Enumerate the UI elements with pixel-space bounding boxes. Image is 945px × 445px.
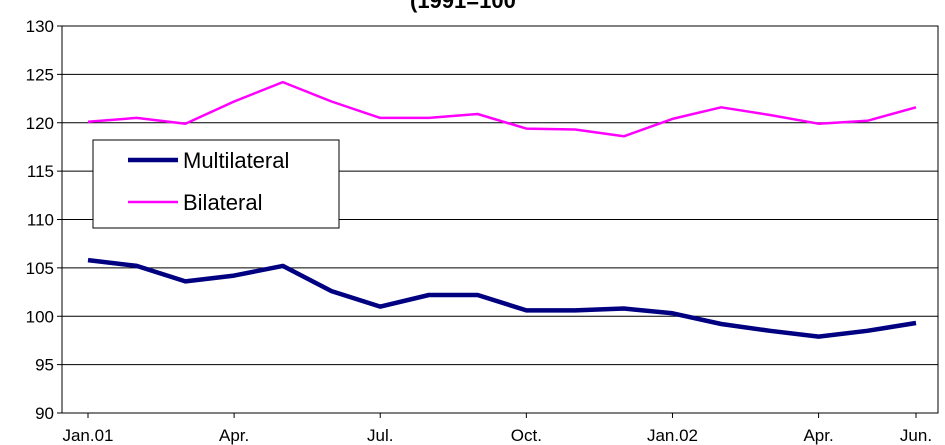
series-lines — [87, 80, 917, 339]
legend: Multilateral Bilateral — [92, 139, 340, 229]
y-tick-label: 95 — [35, 356, 54, 375]
y-tick-label: 120 — [26, 114, 54, 133]
series-line-bilateral — [87, 80, 917, 138]
y-axis: 90 95 100 105 110 115 120 125 130 — [26, 17, 62, 423]
legend-label-multilateral: Multilateral — [183, 148, 289, 173]
y-tick-label: 105 — [26, 259, 54, 278]
legend-box — [92, 139, 340, 229]
legend-label-bilateral: Bilateral — [183, 190, 262, 215]
x-axis: Jan.01 Apr. Jul. Oct. Jan.02 Apr. Jun. — [62, 413, 932, 445]
x-tick-label: Jan.01 — [62, 426, 113, 445]
chart-title: (1991=100 — [410, 0, 516, 13]
x-tick-label: Apr. — [219, 426, 249, 445]
y-tick-label: 125 — [26, 65, 54, 84]
x-tick-label: Oct. — [511, 426, 542, 445]
y-tick-label: 130 — [26, 17, 54, 36]
series-line-multilateral — [87, 257, 917, 339]
y-tick-label: 90 — [35, 404, 54, 423]
x-tick-label: Jul. — [367, 426, 393, 445]
y-tick-label: 115 — [27, 162, 54, 181]
x-tick-label: Jun. — [900, 426, 932, 445]
y-tick-label: 110 — [27, 211, 54, 230]
x-tick-label: Jan.02 — [647, 426, 698, 445]
x-tick-label: Apr. — [803, 426, 833, 445]
y-tick-label: 100 — [26, 307, 54, 326]
